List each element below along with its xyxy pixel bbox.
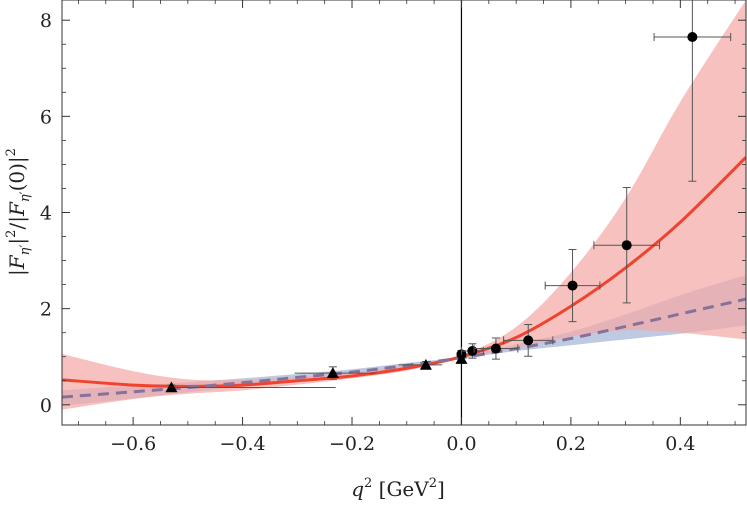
x-tick-label: −0.2 [329,433,375,455]
y-tick-label: 2 [40,299,52,321]
svg-text:q2 [GeV2]: q2 [GeV2] [351,476,445,501]
x-tick-label: 0.2 [556,433,586,455]
circle-marker-5 [621,240,632,251]
x-tick-label: −0.4 [220,433,266,455]
triangle-marker-0 [165,381,178,393]
triangle-marker-1 [326,367,339,378]
y-axis-ticks: 0 2 4 6 8 [40,10,746,417]
y-tick-label: 4 [40,203,52,225]
triangle-marker-2 [419,358,432,370]
circle-marker-2 [490,343,501,354]
y-tick-label: 0 [40,395,52,417]
y-axis-title: |Fη′|2/|Fη′(0)|2 [4,148,33,276]
data-points [165,0,732,393]
y-tick-label: 6 [40,106,52,128]
circle-marker-6 [687,32,698,43]
red-uncertainty-band [62,0,746,410]
circle-marker-3 [523,335,534,346]
circle-marker-1 [467,345,478,356]
x-tick-label: 0.0 [446,433,476,455]
x-tick-label: 0.4 [665,433,695,455]
x-axis-ticks: −0.6 −0.4 −0.2 0.0 0.2 0.4 [78,0,736,455]
uncertainty-bands [62,0,746,410]
x-tick-label: −0.6 [110,433,156,455]
y-tick-label: 8 [40,10,52,32]
circle-marker-4 [567,280,578,291]
svg-text:|Fη′|2/|Fη′(0)|2: |Fη′|2/|Fη′(0)|2 [4,148,33,276]
x-axis-title: q2 [GeV2] [351,476,445,501]
